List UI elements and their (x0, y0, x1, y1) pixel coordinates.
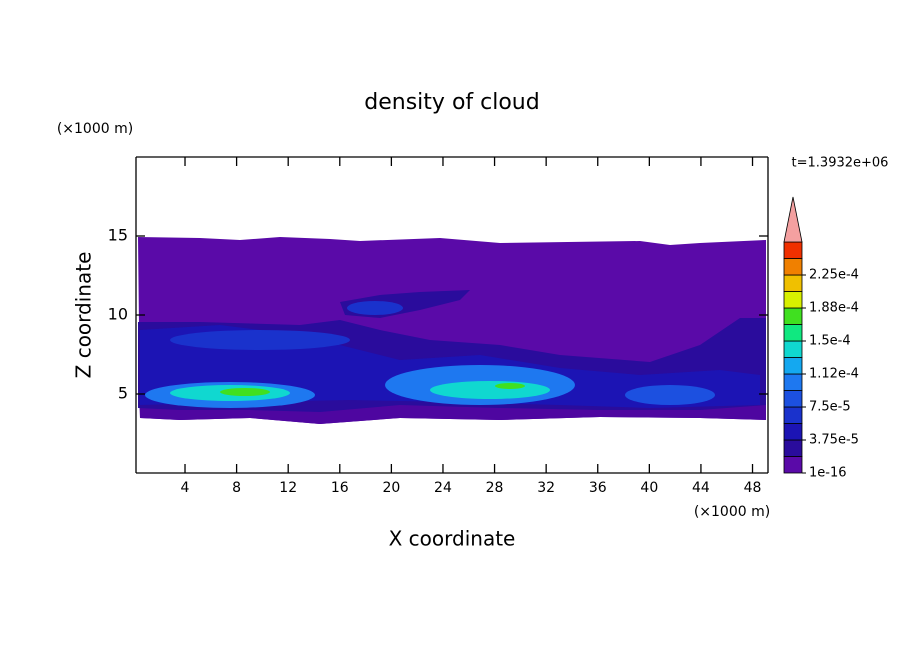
colorbar-extend (783, 196, 803, 243)
colorbar-box (783, 241, 803, 259)
colorbar-tick-label: 1e-16 (809, 466, 847, 481)
contour-region (625, 385, 715, 405)
colorbar-box (783, 307, 803, 325)
y-unit: (×1000 m) (57, 121, 133, 137)
contour-field (138, 237, 766, 424)
y-tick-label: 10 (108, 305, 128, 324)
colorbar-tick-label: 3.75e-5 (809, 433, 859, 448)
x-unit: (×1000 m) (694, 504, 770, 520)
y-tick-label: 5 (118, 384, 128, 403)
chart-title: density of cloud (364, 90, 539, 115)
colorbar-box (783, 340, 803, 358)
colorbar-box (783, 357, 803, 375)
x-tick-label: 28 (486, 480, 504, 496)
x-tick-label: 44 (692, 480, 710, 496)
colorbar-box (783, 291, 803, 309)
colorbar-box (783, 439, 803, 457)
x-tick-label: 48 (744, 480, 762, 496)
x-tick-label: 24 (434, 480, 452, 496)
contour-region (220, 388, 270, 396)
contour-region (430, 381, 550, 399)
colorbar-box (783, 274, 803, 292)
x-tick-label: 40 (640, 480, 658, 496)
colorbar-tick-label: 7.5e-5 (809, 400, 851, 415)
x-tick-label: 8 (232, 480, 241, 496)
colorbar-box (783, 390, 803, 408)
colorbar-tick-label: 1.88e-4 (809, 301, 859, 316)
contour-region (170, 330, 350, 350)
colorbar-box (783, 258, 803, 276)
colorbar-tick-label: 1.5e-4 (809, 334, 851, 349)
colorbar-tick-label: 1.12e-4 (809, 367, 859, 382)
y-tick-label: 15 (108, 226, 128, 245)
contour-region (495, 383, 525, 389)
x-tick-label: 36 (589, 480, 607, 496)
x-axis-title: X coordinate (389, 527, 516, 551)
time-label: t=1.3932e+06 (792, 156, 889, 171)
y-axis-title: Z coordinate (72, 252, 96, 379)
x-tick-label: 20 (382, 480, 400, 496)
x-tick-label: 12 (279, 480, 297, 496)
colorbar-box (783, 373, 803, 391)
colorbar-tick-label: 2.25e-4 (809, 268, 859, 283)
colorbar-box (783, 324, 803, 342)
colorbar-box (783, 423, 803, 441)
colorbar-box (783, 406, 803, 424)
contour-region (347, 301, 403, 315)
x-tick-label: 4 (181, 480, 190, 496)
x-tick-label: 32 (537, 480, 555, 496)
x-tick-label: 16 (331, 480, 349, 496)
colorbar-box (783, 456, 803, 474)
